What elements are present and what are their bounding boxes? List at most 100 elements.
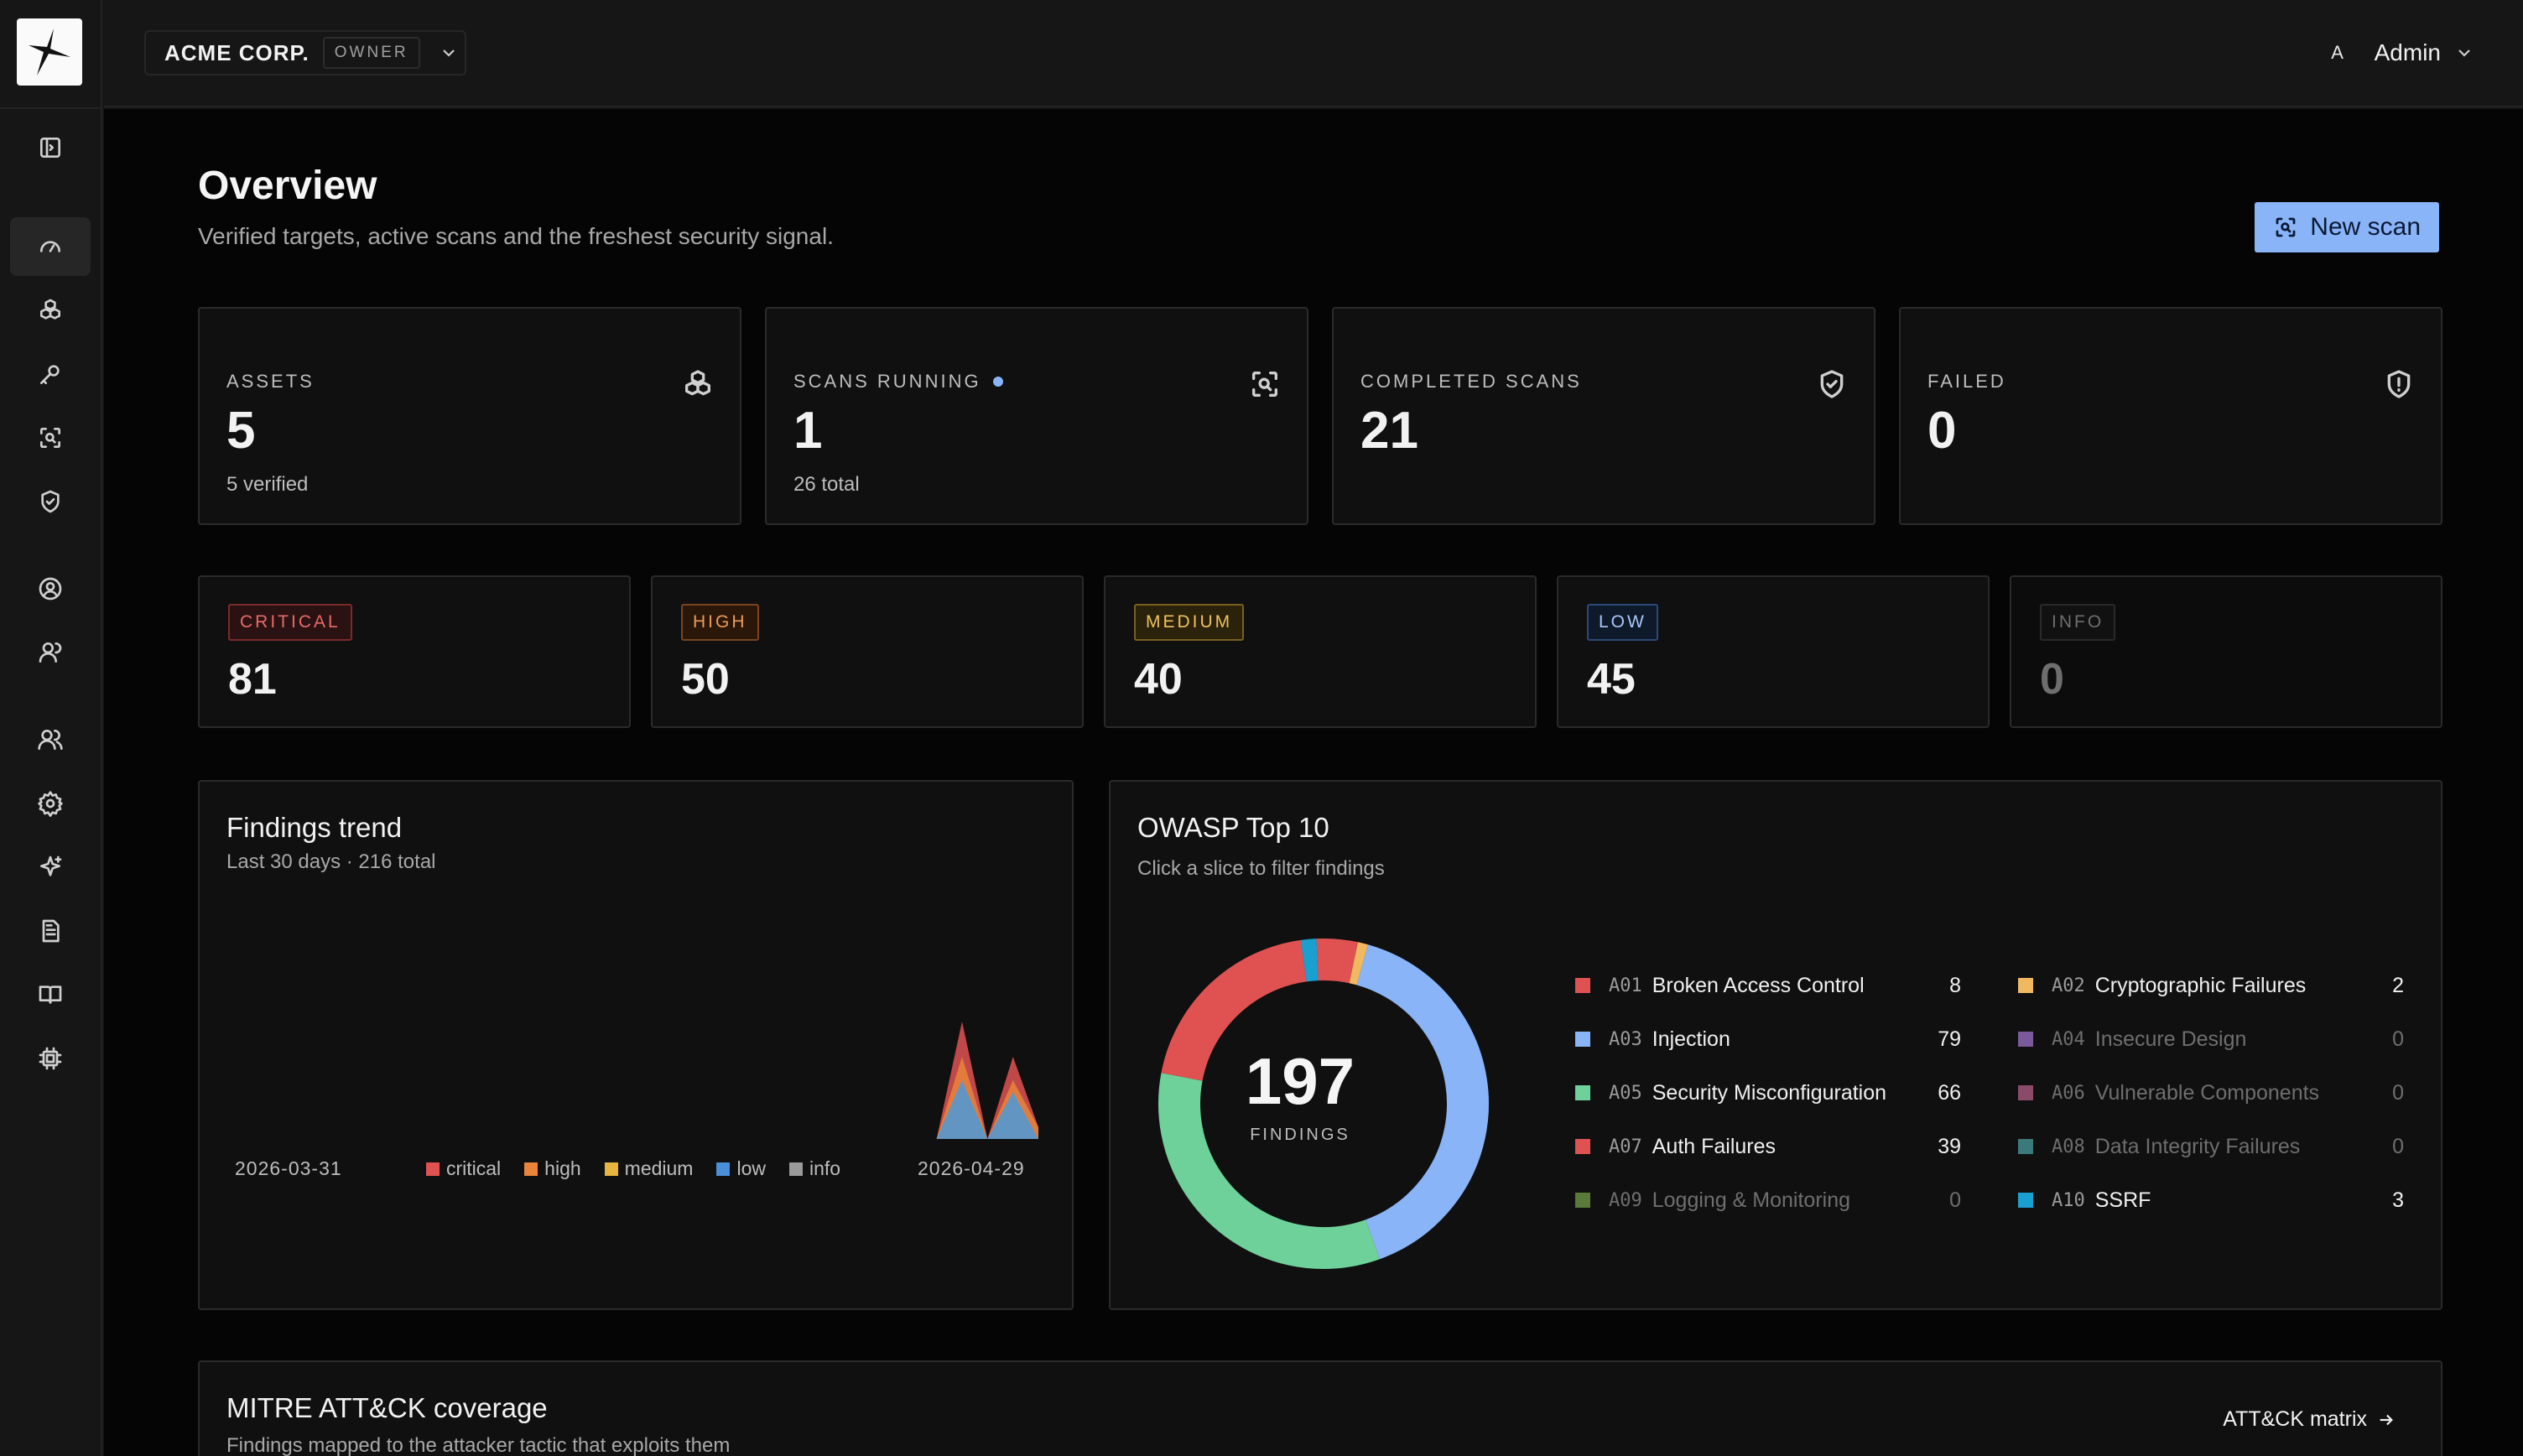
org-switcher[interactable]: ACME CORP. OWNER bbox=[144, 30, 466, 75]
new-scan-button[interactable]: New scan bbox=[2255, 202, 2439, 252]
owasp-count: 0 bbox=[1949, 1188, 1961, 1212]
owasp-name: Cryptographic Failures bbox=[2094, 973, 2307, 997]
stat-value: 21 bbox=[1360, 402, 1418, 460]
sidebar-item-profile[interactable] bbox=[10, 559, 91, 618]
main-content: Overview Verified targets, active scans … bbox=[104, 109, 2523, 1456]
sidebar-item-overview[interactable] bbox=[10, 217, 91, 276]
owasp-item-a10[interactable]: A10 SSRF 3 bbox=[2018, 1188, 2404, 1213]
stat-card-completed-scans[interactable]: COMPLETED SCANS 21 bbox=[1332, 307, 1875, 525]
severity-badge: CRITICAL bbox=[228, 604, 352, 641]
legend-item-critical[interactable]: critical bbox=[426, 1157, 501, 1180]
owasp-item-a05[interactable]: A05 Security Misconfiguration 66 bbox=[1575, 1080, 1961, 1105]
stat-label: COMPLETED SCANS bbox=[1360, 371, 1582, 392]
top-bar: ACME CORP. OWNER A Admin bbox=[104, 0, 2523, 107]
trend-area-medium[interactable] bbox=[300, 1080, 1038, 1139]
stat-note: 5 verified bbox=[226, 473, 309, 496]
severity-card-info[interactable]: INFO 0 bbox=[2010, 575, 2442, 728]
legend-item-info[interactable]: info bbox=[788, 1157, 840, 1180]
severity-count: 40 bbox=[1134, 655, 1183, 704]
brand-logo[interactable] bbox=[17, 18, 82, 86]
chevron-down-icon bbox=[442, 49, 455, 57]
owasp-item-a02[interactable]: A02 Cryptographic Failures 2 bbox=[2018, 973, 2404, 998]
trend-area-critical[interactable] bbox=[300, 1022, 1038, 1139]
owasp-item-a08[interactable]: A08 Data Integrity Failures 0 bbox=[2018, 1134, 2404, 1159]
stat-card-assets[interactable]: ASSETS 5 5 verified bbox=[198, 307, 741, 525]
chip-icon bbox=[39, 1047, 62, 1070]
org-role-badge: OWNER bbox=[322, 37, 420, 69]
sidebar-item-findings[interactable] bbox=[10, 472, 91, 531]
owasp-count: 2 bbox=[2392, 973, 2404, 997]
donut-slice-a07[interactable] bbox=[1152, 933, 1495, 1275]
owasp-name: Insecure Design bbox=[2094, 1027, 2247, 1051]
sidebar-toggle-icon[interactable] bbox=[10, 118, 91, 177]
sidebar-item-users[interactable] bbox=[10, 623, 91, 682]
sidebar-item-keys[interactable] bbox=[10, 345, 91, 403]
stat-card-failed[interactable]: FAILED 0 bbox=[1899, 307, 2442, 525]
scan-icon bbox=[1248, 367, 1282, 401]
attack-matrix-link[interactable]: ATT&CK matrix bbox=[2223, 1407, 2396, 1432]
owasp-item-a04[interactable]: A04 Insecure Design 0 bbox=[2018, 1027, 2404, 1052]
legend-item-medium[interactable]: medium bbox=[604, 1157, 693, 1180]
owasp-name: Logging & Monitoring bbox=[1652, 1188, 1851, 1212]
sidebar-item-scans[interactable] bbox=[10, 408, 91, 467]
legend-item-low[interactable]: low bbox=[716, 1157, 766, 1180]
owasp-swatch bbox=[1575, 1032, 1590, 1047]
owasp-item-a07[interactable]: A07 Auth Failures 39 bbox=[1575, 1134, 1961, 1159]
sidebar-item-reports[interactable] bbox=[10, 902, 91, 960]
severity-badge: LOW bbox=[1587, 604, 1658, 641]
owasp-name: Data Integrity Failures bbox=[2094, 1134, 2301, 1158]
owasp-count: 0 bbox=[2392, 1027, 2404, 1051]
trend-area-low[interactable] bbox=[300, 1080, 1038, 1139]
card-subtitle: Findings mapped to the attacker tactic t… bbox=[226, 1434, 731, 1456]
severity-count: 50 bbox=[681, 655, 730, 704]
sidebar-item-docs[interactable] bbox=[10, 965, 91, 1024]
card-subtitle: Last 30 days · 216 total bbox=[226, 850, 436, 873]
findings-trend-card: Findings trend Last 30 days · 216 total … bbox=[198, 780, 1074, 1310]
owasp-item-a03[interactable]: A03 Injection 79 bbox=[1575, 1027, 1961, 1052]
stat-value: 1 bbox=[793, 402, 823, 460]
book-icon bbox=[39, 985, 62, 1004]
severity-count: 0 bbox=[2040, 655, 2064, 704]
sidebar-item-integrations[interactable] bbox=[10, 1029, 91, 1088]
donut-slice-a02[interactable] bbox=[1152, 933, 1495, 1275]
arrow-right-icon bbox=[2380, 1414, 2393, 1425]
owasp-count: 3 bbox=[2392, 1188, 2404, 1212]
donut-slice-a03[interactable] bbox=[1152, 933, 1495, 1275]
owasp-count: 0 bbox=[2392, 1134, 2404, 1158]
card-subtitle: Click a slice to filter findings bbox=[1137, 857, 1385, 880]
user-circle-icon bbox=[39, 577, 62, 601]
mitre-card: MITRE ATT&CK coverage Findings mapped to… bbox=[198, 1360, 2442, 1456]
donut-slice-a05[interactable] bbox=[1152, 933, 1495, 1275]
owasp-swatch bbox=[1575, 1193, 1590, 1208]
sidebar-item-assets[interactable] bbox=[10, 281, 91, 340]
legend-item-high[interactable]: high bbox=[524, 1157, 581, 1180]
stat-card-scans-running[interactable]: SCANS RUNNING 1 26 total bbox=[765, 307, 1308, 525]
live-indicator-dot bbox=[992, 377, 1003, 387]
sidebar-item-ai[interactable] bbox=[10, 838, 91, 897]
owasp-name: SSRF bbox=[2094, 1188, 2151, 1212]
severity-card-critical[interactable]: CRITICAL 81 bbox=[198, 575, 631, 728]
user-menu[interactable]: A Admin bbox=[2321, 30, 2474, 75]
owasp-swatch bbox=[1575, 978, 1590, 993]
star-logo-icon bbox=[29, 29, 70, 75]
settings-gear-icon bbox=[38, 791, 63, 817]
severity-count: 81 bbox=[228, 655, 277, 704]
severity-card-high[interactable]: HIGH 50 bbox=[651, 575, 1084, 728]
sidebar-item-team[interactable] bbox=[10, 710, 91, 769]
scan-icon bbox=[2276, 217, 2296, 237]
findings-trend-chart[interactable] bbox=[200, 782, 1072, 1151]
owasp-item-a09[interactable]: A09 Logging & Monitoring 0 bbox=[1575, 1188, 1961, 1213]
trend-area-high[interactable] bbox=[300, 1057, 1038, 1139]
scan-icon bbox=[40, 428, 60, 448]
severity-card-low[interactable]: LOW 45 bbox=[1557, 575, 1990, 728]
owasp-swatch bbox=[2018, 1193, 2033, 1208]
page-title: Overview bbox=[198, 164, 377, 208]
card-title: Findings trend bbox=[226, 812, 403, 843]
sidebar-item-settings[interactable] bbox=[10, 774, 91, 833]
trend-start-date: 2026-03-31 bbox=[235, 1157, 342, 1179]
sidebar-divider bbox=[0, 107, 102, 109]
owasp-item-a06[interactable]: A06 Vulnerable Components 0 bbox=[2018, 1080, 2404, 1105]
severity-card-medium[interactable]: MEDIUM 40 bbox=[1104, 575, 1537, 728]
owasp-donut-chart[interactable] bbox=[1139, 919, 1508, 1288]
owasp-item-a01[interactable]: A01 Broken Access Control 8 bbox=[1575, 973, 1961, 998]
